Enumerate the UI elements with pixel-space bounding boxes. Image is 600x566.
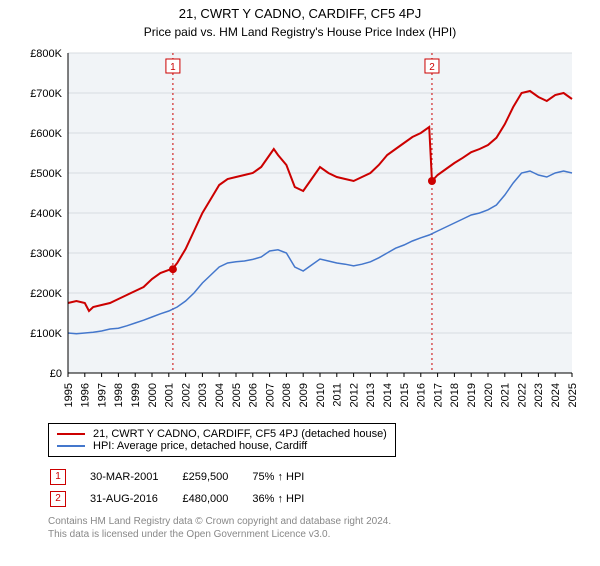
svg-text:2021: 2021 bbox=[500, 383, 512, 407]
svg-text:2022: 2022 bbox=[516, 383, 528, 407]
svg-text:2017: 2017 bbox=[432, 383, 444, 407]
legend-item: HPI: Average price, detached house, Card… bbox=[57, 440, 387, 452]
svg-text:1995: 1995 bbox=[63, 383, 75, 407]
sale-pct: 36% ↑ HPI bbox=[252, 489, 326, 509]
legend-swatch bbox=[57, 433, 85, 435]
svg-text:2015: 2015 bbox=[399, 383, 411, 407]
chart-svg: £0 £100K £200K £300K £400K £500K £600K £700K £80… bbox=[20, 45, 580, 415]
sale-marker-icon: 1 bbox=[50, 469, 66, 485]
svg-text:2011: 2011 bbox=[332, 383, 344, 407]
chart-area: £0 £100K £200K £300K £400K £500K £600K £700K £80… bbox=[20, 45, 580, 415]
footer-line-2: This data is licensed under the Open Gov… bbox=[48, 528, 580, 541]
svg-text:2014: 2014 bbox=[382, 383, 394, 407]
legend-swatch bbox=[57, 445, 85, 447]
chart-subtitle: Price paid vs. HM Land Registry's House … bbox=[0, 25, 600, 39]
footer-attribution: Contains HM Land Registry data © Crown c… bbox=[48, 515, 580, 541]
svg-text:2016: 2016 bbox=[416, 383, 428, 407]
svg-text:1997: 1997 bbox=[96, 383, 108, 407]
svg-text:1999: 1999 bbox=[130, 383, 142, 407]
svg-text:2003: 2003 bbox=[197, 383, 209, 407]
svg-text:1996: 1996 bbox=[80, 383, 92, 407]
svg-text:£600K: £600K bbox=[30, 128, 62, 140]
legend-item: 21, CWRT Y CADNO, CARDIFF, CF5 4PJ (deta… bbox=[57, 428, 387, 440]
svg-text:2010: 2010 bbox=[315, 383, 327, 407]
svg-text:2007: 2007 bbox=[264, 383, 276, 407]
sale-marker-icon: 2 bbox=[50, 491, 66, 507]
legend-label: 21, CWRT Y CADNO, CARDIFF, CF5 4PJ (deta… bbox=[93, 428, 387, 440]
svg-text:2018: 2018 bbox=[449, 383, 461, 407]
svg-text:£700K: £700K bbox=[30, 88, 62, 100]
svg-text:2020: 2020 bbox=[483, 383, 495, 407]
svg-text:£400K: £400K bbox=[30, 208, 62, 220]
sale-date: 31-AUG-2016 bbox=[90, 489, 180, 509]
svg-text:2023: 2023 bbox=[533, 383, 545, 407]
sale-row: 2 31-AUG-2016£480,00036% ↑ HPI bbox=[50, 489, 326, 509]
svg-text:£300K: £300K bbox=[30, 248, 62, 260]
svg-text:2024: 2024 bbox=[550, 383, 562, 407]
svg-text:2000: 2000 bbox=[147, 383, 159, 407]
svg-text:2004: 2004 bbox=[214, 383, 226, 407]
footer-line-1: Contains HM Land Registry data © Crown c… bbox=[48, 515, 580, 528]
svg-text:2001: 2001 bbox=[164, 383, 176, 407]
svg-text:2008: 2008 bbox=[281, 383, 293, 407]
svg-text:2005: 2005 bbox=[231, 383, 243, 407]
sale-price: £480,000 bbox=[182, 489, 250, 509]
sale-row: 1 30-MAR-2001£259,50075% ↑ HPI bbox=[50, 467, 326, 487]
svg-text:1998: 1998 bbox=[113, 383, 125, 407]
svg-text:2013: 2013 bbox=[365, 383, 377, 407]
sale-date: 30-MAR-2001 bbox=[90, 467, 180, 487]
chart-title: 21, CWRT Y CADNO, CARDIFF, CF5 4PJ bbox=[0, 6, 600, 21]
svg-text:2006: 2006 bbox=[248, 383, 260, 407]
svg-text:2012: 2012 bbox=[348, 383, 360, 407]
sale-price: £259,500 bbox=[182, 467, 250, 487]
svg-text:£0: £0 bbox=[50, 368, 62, 380]
legend-label: HPI: Average price, detached house, Card… bbox=[93, 440, 307, 452]
svg-text:2002: 2002 bbox=[180, 383, 192, 407]
svg-text:2019: 2019 bbox=[466, 383, 478, 407]
svg-text:2009: 2009 bbox=[298, 383, 310, 407]
svg-text:2025: 2025 bbox=[567, 383, 579, 407]
svg-text:£100K: £100K bbox=[30, 328, 62, 340]
svg-text:£800K: £800K bbox=[30, 48, 62, 60]
sale-points-table: 1 30-MAR-2001£259,50075% ↑ HPI 2 31-AUG-201… bbox=[48, 465, 580, 511]
svg-text:2: 2 bbox=[429, 62, 435, 73]
svg-text:£500K: £500K bbox=[30, 168, 62, 180]
sale-pct: 75% ↑ HPI bbox=[252, 467, 326, 487]
legend: 21, CWRT Y CADNO, CARDIFF, CF5 4PJ (deta… bbox=[48, 423, 396, 457]
svg-text:1: 1 bbox=[170, 62, 176, 73]
svg-text:£200K: £200K bbox=[30, 288, 62, 300]
